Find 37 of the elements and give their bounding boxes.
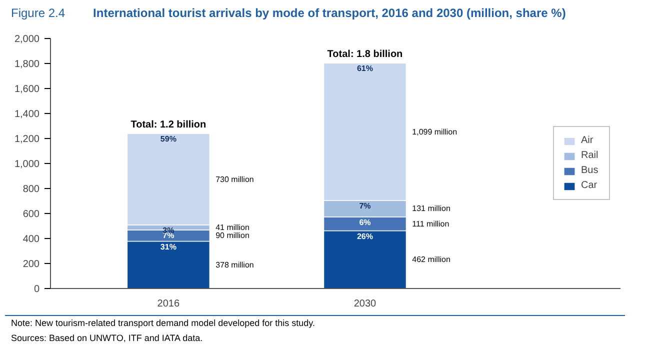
x-tick-label: 2030 — [354, 298, 377, 310]
total-label: Total: 1.2 billion — [130, 120, 206, 130]
annotation: 131 million — [412, 204, 450, 214]
annotation: 378 million — [216, 260, 254, 270]
total-label: Total: 1.8 billion — [327, 49, 403, 60]
y-tick-label: 200 — [22, 259, 40, 270]
chart-title: International tourist arrivals by mode of transport, 2016 and 2030 (million, share %) — [93, 6, 566, 20]
y-tick-label: 1,000 — [14, 159, 40, 170]
y-tick-label: 800 — [22, 184, 40, 195]
annotation: 90 million — [216, 231, 250, 240]
annotation: 1,099 million — [412, 127, 458, 136]
annotation: 6% — [359, 218, 371, 227]
legend-label: Air — [581, 135, 594, 146]
y-tick-label: 1,400 — [14, 109, 40, 120]
x-tick-label: 2016 — [157, 298, 180, 310]
y-tick-label: 600 — [22, 209, 40, 220]
y-tick-label: 0 — [34, 284, 40, 295]
annotation: 462 million — [412, 255, 450, 264]
annotation: 7% — [359, 202, 371, 210]
annotation: 730 million — [216, 174, 254, 184]
annotation: 59% — [160, 134, 176, 144]
y-tick-label: 1,800 — [14, 59, 40, 70]
annotation: 41 million — [216, 222, 250, 232]
annotation: 31% — [160, 242, 176, 252]
text: Note: New tourism-related transport demand model developed for this study. — [11, 318, 315, 328]
annotation: 111 million — [412, 219, 450, 228]
annotation: 61% — [356, 64, 373, 74]
annotation: 26% — [356, 232, 373, 241]
y-tick-label: 1,600 — [14, 84, 40, 95]
legend-label: Rail — [581, 150, 600, 161]
caption: Figure 2.4 — [11, 6, 66, 20]
y-tick-label: 1,200 — [14, 134, 40, 145]
y-tick-label: 2,000 — [14, 34, 40, 45]
source-note: Sources: Based on UNWTO, ITF and IATA data. — [11, 333, 203, 343]
y-tick-label: 400 — [22, 234, 40, 245]
legend-label: Car — [581, 180, 598, 191]
legend-label: Bus — [581, 165, 600, 176]
